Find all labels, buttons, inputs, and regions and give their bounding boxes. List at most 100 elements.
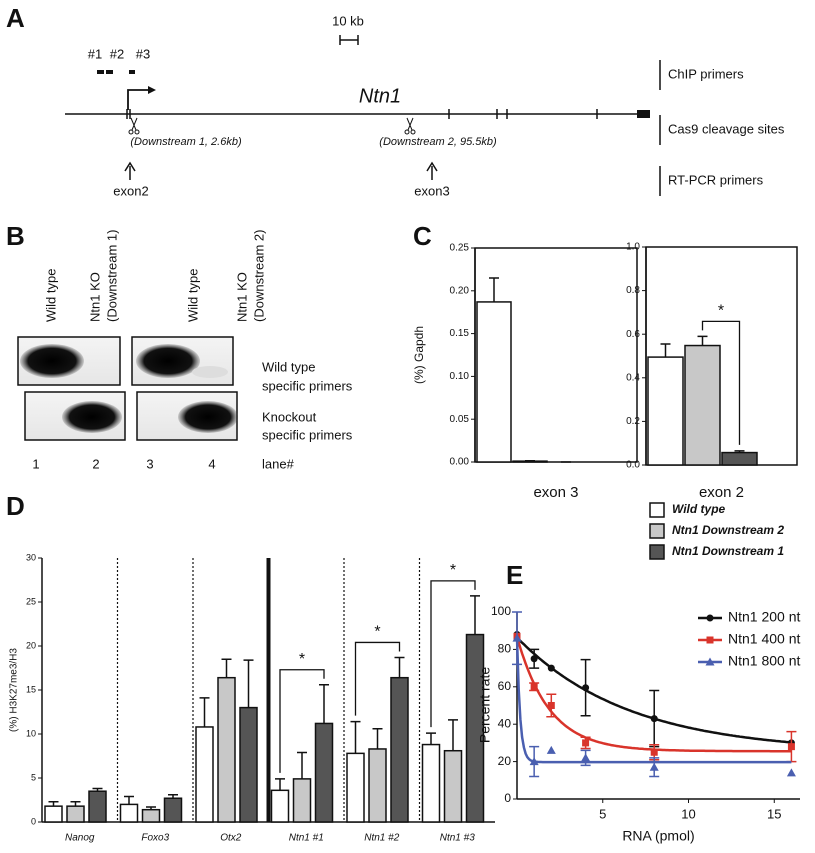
gene-map: 10 kb #1 #2 #3 Ntn1 (Downstream 1, 2.6kb… xyxy=(65,13,785,198)
bar xyxy=(270,789,290,823)
y-axis-label: (%) Gapdh xyxy=(412,326,426,384)
legend-marker xyxy=(706,636,714,644)
legend-swatch xyxy=(649,544,665,560)
point xyxy=(547,702,555,709)
legend-label: Ntn1 400 nt xyxy=(728,631,800,647)
track-label: Cas9 cleavage sites xyxy=(668,121,785,136)
error-bar xyxy=(372,727,383,749)
bar xyxy=(443,749,463,823)
legend-label: Ntn1 Downstream 1 xyxy=(672,544,784,558)
gel: Wild type Ntn1 KO (Downstream 1) Wild ty… xyxy=(17,230,353,471)
y-tick-label: 0.6 xyxy=(626,329,640,340)
x-tick-label: Ntn1 #2 xyxy=(364,833,399,844)
error-bar xyxy=(297,751,307,779)
lane-number: 4 xyxy=(208,456,215,471)
bar xyxy=(292,778,312,823)
exon-ticks xyxy=(126,109,598,119)
site-label: (Downstream 2, 95.5kb) xyxy=(379,136,497,148)
y-tick-label: 0.4 xyxy=(626,372,640,383)
lane-number: 2 xyxy=(92,456,99,471)
bar xyxy=(476,301,512,463)
lane-number: 1 xyxy=(32,456,39,471)
point xyxy=(530,655,538,663)
gene-name: Ntn1 xyxy=(359,85,401,107)
error-bar xyxy=(448,719,458,751)
gel-band xyxy=(20,344,84,378)
exon-label: exon3 xyxy=(414,183,449,198)
panel-label: B xyxy=(6,221,25,251)
point xyxy=(529,757,539,766)
y-tick-label: 25 xyxy=(26,596,36,606)
track-label: RT-PCR primers xyxy=(668,172,764,187)
lane-title: lane# xyxy=(262,456,295,471)
error-bar xyxy=(660,343,671,358)
bar xyxy=(44,805,63,823)
row-label: specific primers xyxy=(262,378,353,393)
significance-label: * xyxy=(450,562,456,579)
y-tick-label: 0.00 xyxy=(450,457,470,468)
row-label: Knockout xyxy=(262,409,317,424)
error-bar xyxy=(124,795,134,805)
x-tick-label: Nanog xyxy=(65,833,95,844)
point xyxy=(582,684,590,692)
significance-bracket xyxy=(430,580,476,728)
y-tick-label: 100 xyxy=(491,604,511,618)
legend-marker xyxy=(706,614,714,622)
error-bar xyxy=(48,801,59,807)
y-tick-label: 30 xyxy=(26,552,36,562)
error-bar xyxy=(489,277,499,302)
y-tick-label: 60 xyxy=(498,679,512,693)
row-label: specific primers xyxy=(262,427,353,442)
error-bar xyxy=(243,659,254,708)
significance-bracket xyxy=(279,669,325,773)
error-bar xyxy=(350,720,361,754)
point xyxy=(582,739,590,747)
x-tick-label: Foxo3 xyxy=(141,833,169,844)
column-label: Ntn1 KO xyxy=(87,272,102,322)
legend-swatch xyxy=(649,523,665,539)
significance-bracket xyxy=(701,320,741,445)
y-tick-label: 0.0 xyxy=(626,460,640,471)
gel-band xyxy=(178,401,238,433)
significance-label: * xyxy=(374,624,380,641)
column-label: Wild type xyxy=(185,269,200,322)
column-label: (Downstream 1) xyxy=(104,230,119,322)
x-tick-label: exon 3 xyxy=(533,484,578,501)
x-tick-label: exon 2 xyxy=(699,484,744,501)
column-label: (Downstream 2) xyxy=(251,230,266,322)
y-tick-label: 15 xyxy=(26,684,36,694)
error-bar xyxy=(70,801,81,807)
bar xyxy=(314,722,334,823)
bar xyxy=(368,748,387,823)
legend-label: Wild type xyxy=(672,502,726,516)
y-axis-label: (%) H3K27me3/H3 xyxy=(9,648,20,732)
bar xyxy=(195,726,214,823)
x-tick-label: Otx2 xyxy=(220,833,242,844)
panel-label: E xyxy=(506,560,523,590)
y-tick-label: 0.15 xyxy=(450,328,470,339)
panel-label: C xyxy=(413,221,432,251)
x-tick-label: 5 xyxy=(599,806,606,821)
y-tick-label: 0.8 xyxy=(626,285,640,296)
primer-label: #3 xyxy=(136,46,150,61)
x-tick-label: Ntn1 #1 xyxy=(289,833,324,844)
y-tick-label: 40 xyxy=(498,716,512,730)
gel-band xyxy=(136,344,200,378)
point xyxy=(512,633,522,642)
y-tick-label: 1.0 xyxy=(626,242,640,253)
point xyxy=(650,715,658,723)
legend-label: Ntn1 Downstream 2 xyxy=(672,523,784,537)
error-bar xyxy=(697,335,708,346)
tss-arrowhead xyxy=(148,86,156,94)
bar xyxy=(217,676,236,823)
legend-marker xyxy=(705,657,715,666)
bar xyxy=(346,752,365,823)
error-bar xyxy=(470,595,480,635)
gel-band xyxy=(62,401,122,433)
primer-label: #2 xyxy=(110,46,124,61)
gene-end xyxy=(637,110,650,118)
gel-smear xyxy=(192,366,228,378)
point xyxy=(546,745,556,754)
y-tick-label: 0.05 xyxy=(450,414,470,425)
bar xyxy=(163,797,183,823)
